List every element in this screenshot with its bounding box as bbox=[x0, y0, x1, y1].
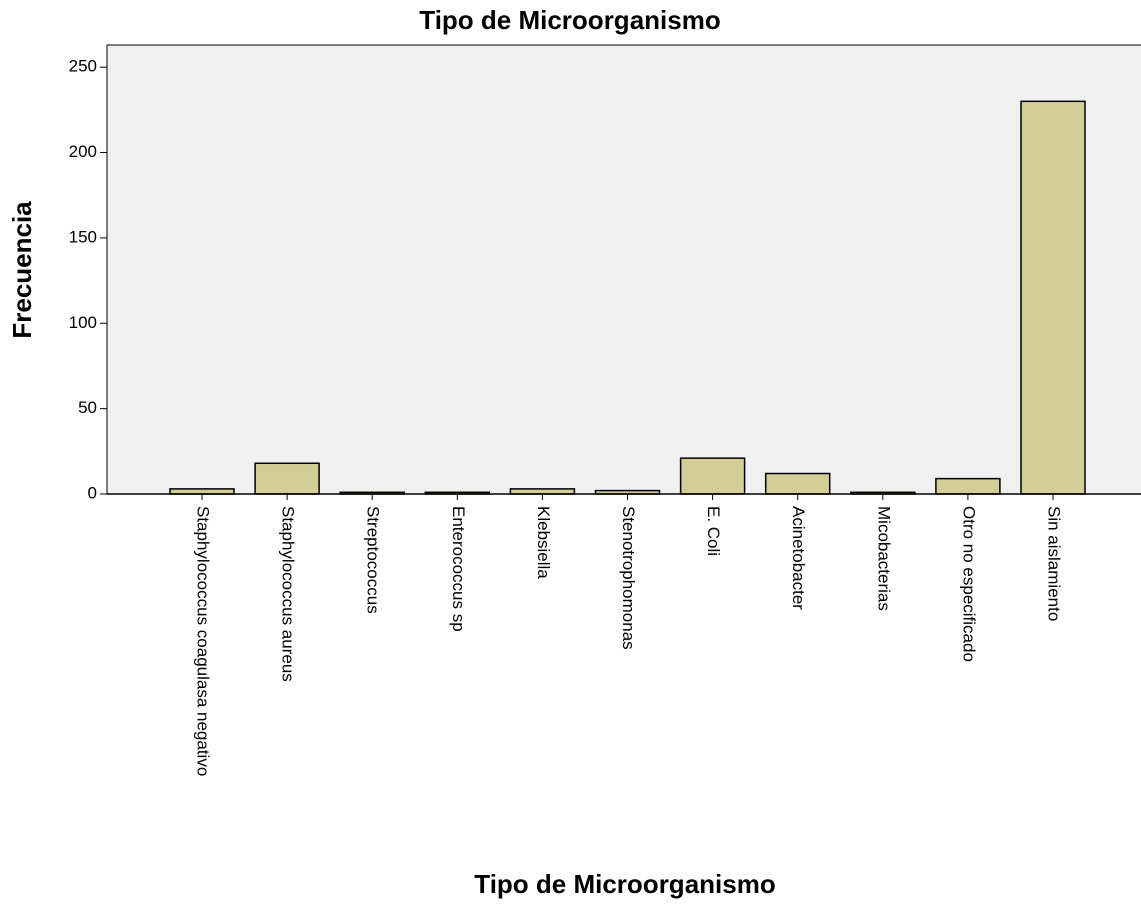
y-axis-label: Frecuencia bbox=[7, 201, 37, 339]
y-tick-label: 0 bbox=[88, 483, 97, 502]
bar bbox=[169, 488, 235, 495]
plot-area bbox=[106, 44, 1141, 495]
bar bbox=[679, 457, 746, 495]
x-tick-label: Klebsiella bbox=[534, 506, 553, 579]
bar bbox=[935, 477, 1001, 495]
x-tick-label: Staphylococcus aureus bbox=[279, 506, 298, 682]
y-tick-label: 150 bbox=[69, 227, 97, 246]
bar bbox=[1020, 100, 1086, 495]
x-tick-label: Streptococcus bbox=[364, 506, 383, 614]
bar bbox=[254, 462, 320, 495]
bar bbox=[509, 488, 576, 495]
bar bbox=[764, 472, 831, 495]
x-tick-label: Acinetobacter bbox=[789, 506, 808, 610]
x-tick-label: Micobacterias bbox=[874, 506, 893, 611]
x-tick-label: Staphylococcus coagulasa negativo bbox=[194, 506, 213, 776]
y-tick-label: 200 bbox=[69, 142, 97, 161]
y-tick-label: 250 bbox=[69, 57, 97, 76]
x-tick-label: Stenotrophomonas bbox=[619, 506, 638, 650]
x-tick-label: Otro no especificado bbox=[959, 506, 978, 662]
chart-title: Tipo de Microorganismo bbox=[419, 5, 720, 35]
y-tick-label: 50 bbox=[78, 398, 97, 417]
x-tick-label: Sin aislamiento bbox=[1045, 506, 1064, 621]
x-tick-label: E. Coli bbox=[704, 506, 723, 556]
x-axis-label: Tipo de Microorganismo bbox=[474, 869, 775, 899]
y-tick-label: 100 bbox=[69, 313, 97, 332]
x-tick-label: Enterococcus sp bbox=[449, 506, 468, 632]
